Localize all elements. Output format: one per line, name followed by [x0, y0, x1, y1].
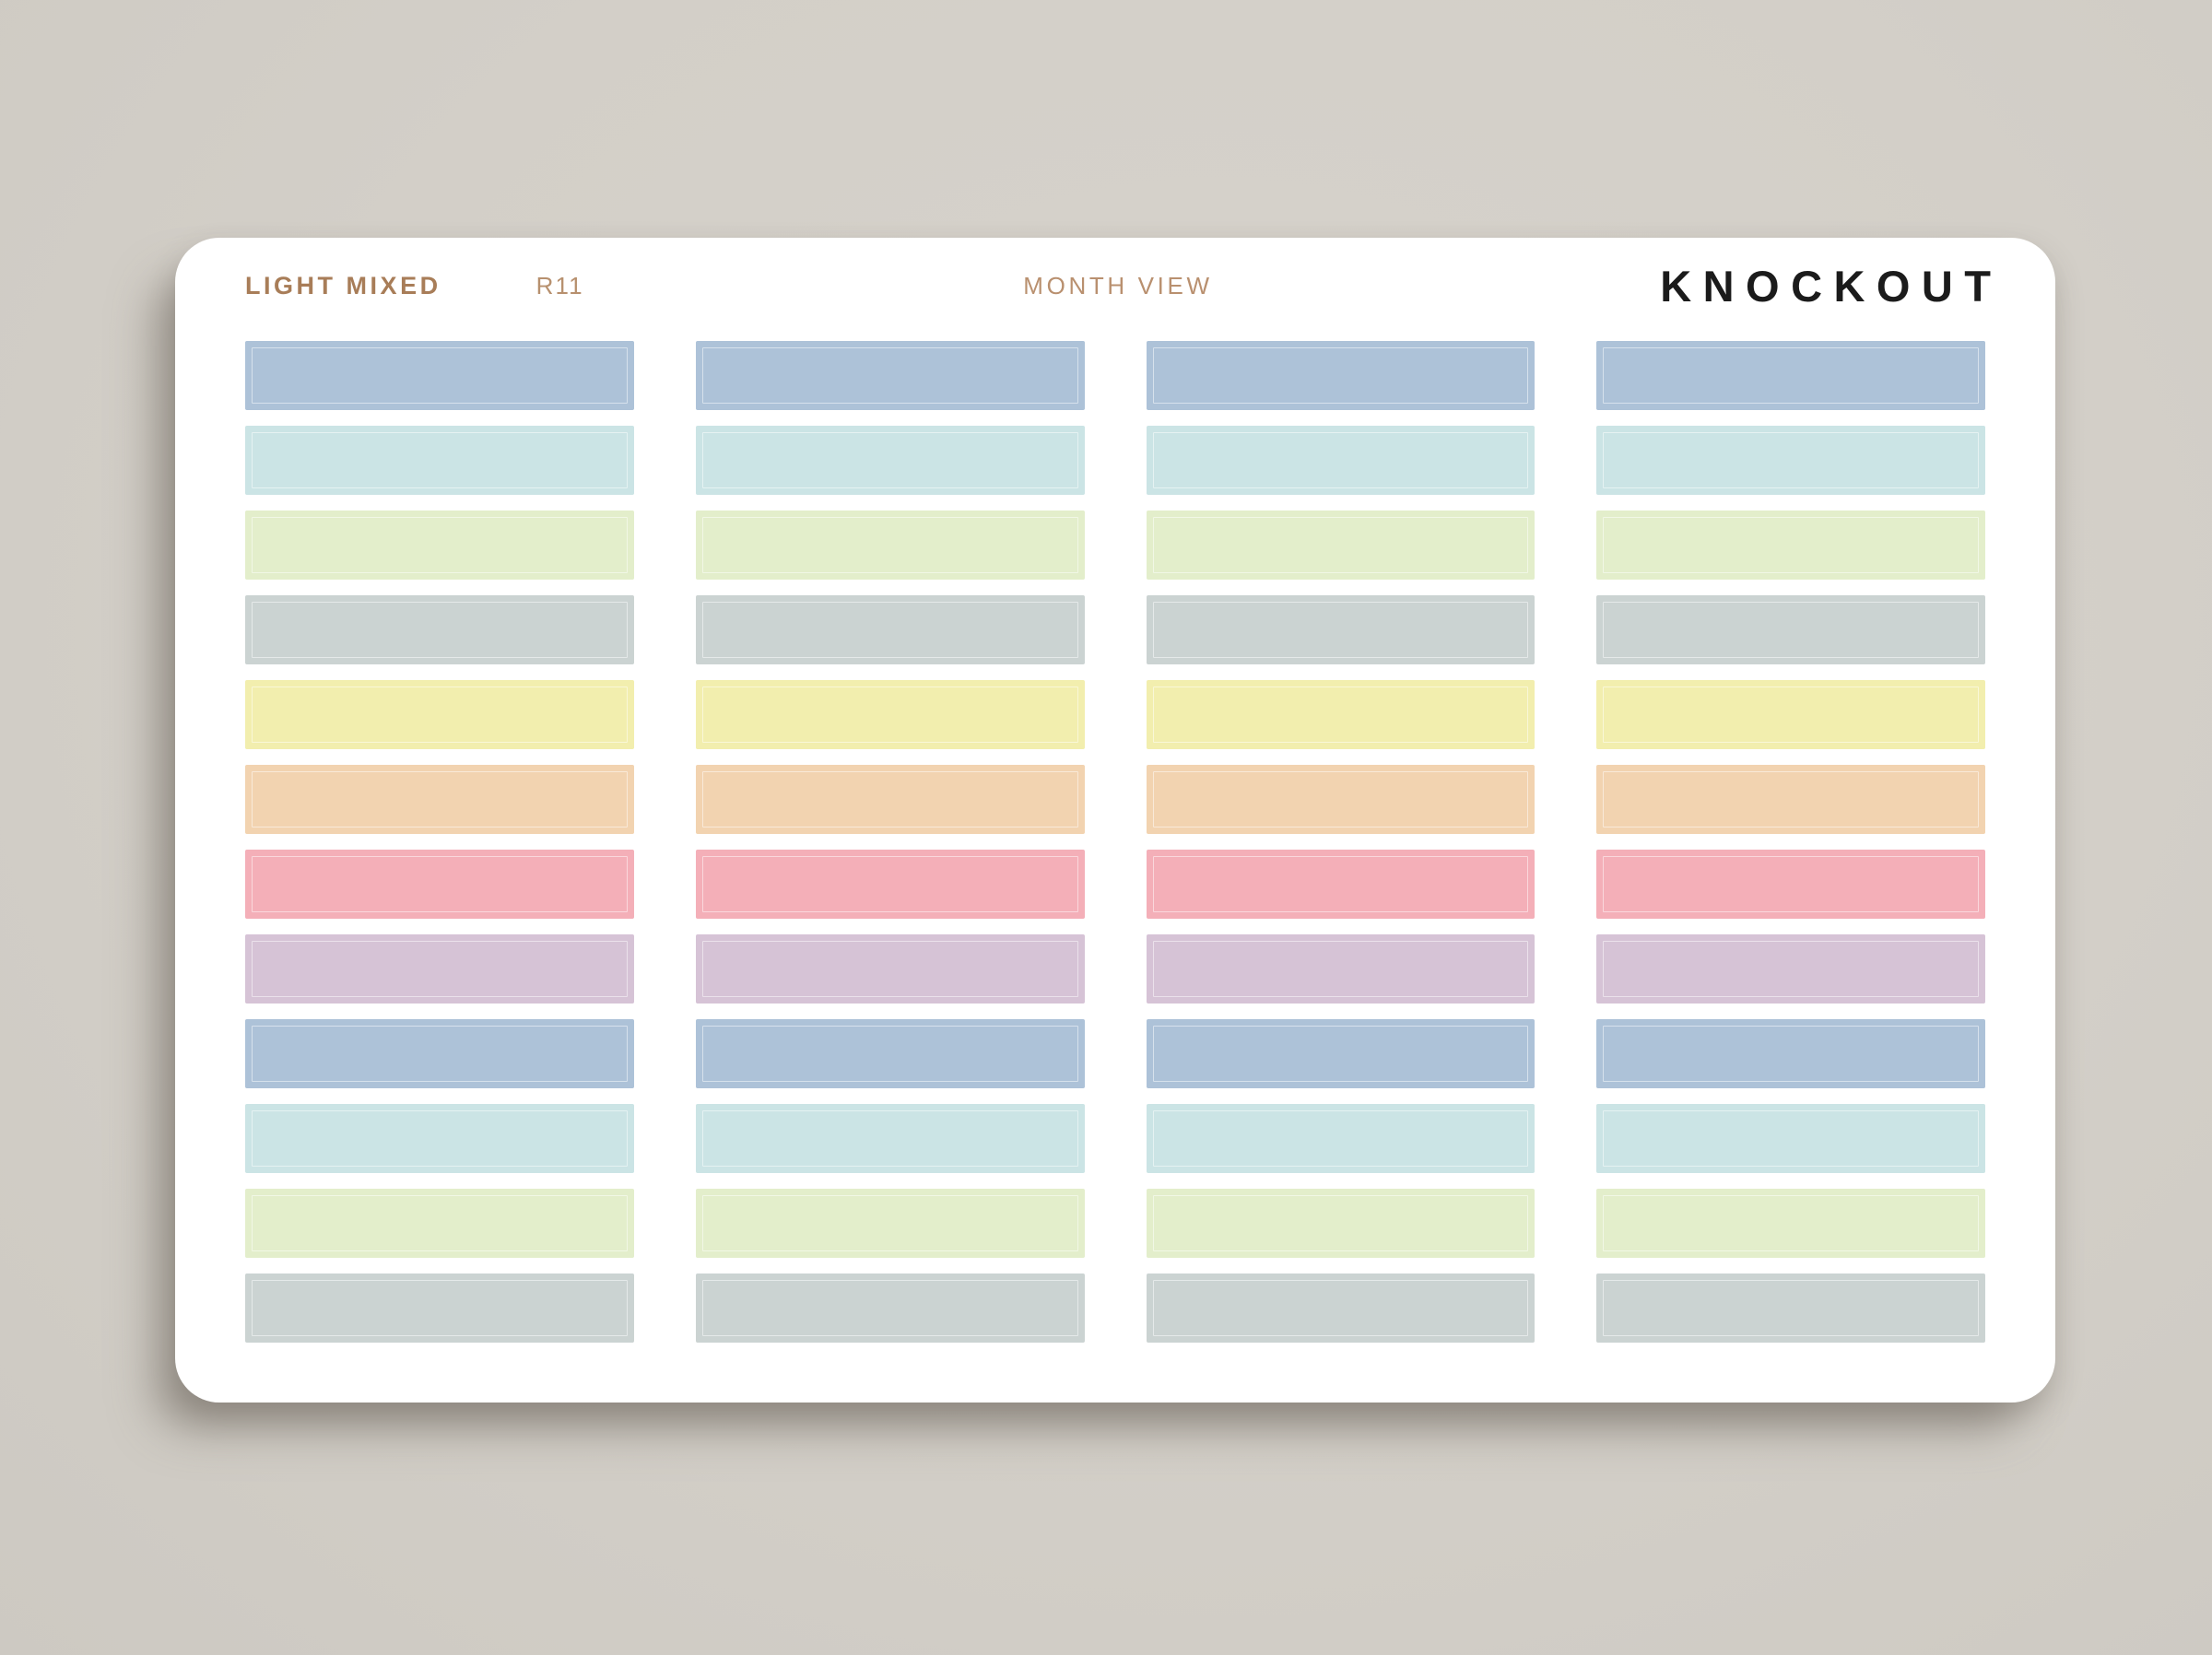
sticker-swatch-blue-r9c3	[1146, 1019, 1535, 1088]
sheet-header: LIGHT MIXED R11 MONTH VIEW KNOCKOUT	[245, 260, 1991, 311]
sticker-swatch-gray-r4c2	[695, 595, 1085, 664]
sticker-swatch-green-r3c1	[245, 511, 634, 580]
sticker-swatch-green-r11c2	[695, 1189, 1085, 1258]
sticker-swatch-green-r3c2	[695, 511, 1085, 580]
sticker-swatch-gray-r12c2	[695, 1274, 1085, 1343]
sticker-swatch-yellow-r5c1	[245, 680, 634, 749]
sticker-swatch-green-r3c3	[1146, 511, 1535, 580]
sticker-swatch-pink-r7c1	[245, 850, 634, 919]
sticker-swatch-gray-r12c1	[245, 1274, 634, 1343]
sticker-swatch-pink-r7c4	[1596, 850, 1985, 919]
sticker-swatch-cyan-r10c1	[245, 1104, 634, 1173]
sticker-swatch-blue-r1c1	[245, 341, 634, 410]
sticker-swatch-lavender-r8c3	[1146, 934, 1535, 1004]
sticker-swatch-yellow-r5c4	[1596, 680, 1985, 749]
sticker-swatch-blue-r9c2	[695, 1019, 1085, 1088]
sticker-swatch-cyan-r10c2	[695, 1104, 1085, 1173]
sticker-swatch-cyan-r10c3	[1146, 1104, 1535, 1173]
brand-logo: KNOCKOUT	[1660, 261, 2003, 311]
sticker-swatch-gray-r4c3	[1146, 595, 1535, 664]
sticker-swatch-green-r11c1	[245, 1189, 634, 1258]
sticker-swatch-cyan-r2c2	[695, 426, 1085, 495]
sticker-swatch-gray-r12c3	[1146, 1274, 1535, 1343]
sticker-swatch-orange-r6c3	[1146, 765, 1535, 834]
sticker-swatch-lavender-r8c1	[245, 934, 634, 1004]
sticker-swatch-lavender-r8c2	[695, 934, 1085, 1004]
sticker-swatch-pink-r7c3	[1146, 850, 1535, 919]
sticker-swatch-gray-r12c4	[1596, 1274, 1985, 1343]
sticker-swatch-yellow-r5c3	[1146, 680, 1535, 749]
sticker-swatch-gray-r4c1	[245, 595, 634, 664]
sticker-swatch-green-r11c4	[1596, 1189, 1985, 1258]
sticker-grid	[245, 341, 1985, 1343]
sheet-subtitle: MONTH VIEW	[1023, 271, 1213, 299]
sticker-sheet: LIGHT MIXED R11 MONTH VIEW KNOCKOUT	[175, 238, 2055, 1403]
sticker-swatch-orange-r6c4	[1596, 765, 1985, 834]
sticker-swatch-green-r3c4	[1596, 511, 1985, 580]
sticker-swatch-lavender-r8c4	[1596, 934, 1985, 1004]
sticker-swatch-orange-r6c2	[695, 765, 1085, 834]
sticker-swatch-cyan-r2c3	[1146, 426, 1535, 495]
sticker-swatch-cyan-r10c4	[1596, 1104, 1985, 1173]
sticker-swatch-yellow-r5c2	[695, 680, 1085, 749]
sticker-swatch-blue-r1c2	[695, 341, 1085, 410]
sticker-swatch-orange-r6c1	[245, 765, 634, 834]
sticker-swatch-gray-r4c4	[1596, 595, 1985, 664]
sticker-swatch-pink-r7c2	[695, 850, 1085, 919]
sheet-sku: R11	[535, 271, 584, 299]
sticker-swatch-cyan-r2c1	[245, 426, 634, 495]
sticker-swatch-blue-r9c1	[245, 1019, 634, 1088]
sticker-swatch-cyan-r2c4	[1596, 426, 1985, 495]
sticker-swatch-blue-r1c4	[1596, 341, 1985, 410]
sticker-swatch-blue-r9c4	[1596, 1019, 1985, 1088]
sticker-swatch-blue-r1c3	[1146, 341, 1535, 410]
sticker-swatch-green-r11c3	[1146, 1189, 1535, 1258]
sheet-title: LIGHT MIXED	[245, 271, 441, 299]
sheet-header-left: LIGHT MIXED R11	[245, 272, 584, 300]
